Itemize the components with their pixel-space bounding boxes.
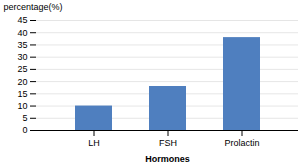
svg-text:5: 5 <box>22 113 27 123</box>
svg-text:30: 30 <box>17 52 27 62</box>
svg-text:10: 10 <box>17 101 27 111</box>
svg-text:Hormones: Hormones <box>145 154 190 164</box>
svg-text:FSH: FSH <box>159 138 177 148</box>
svg-text:20: 20 <box>17 76 27 86</box>
svg-text:40: 40 <box>17 28 27 38</box>
svg-text:35: 35 <box>17 40 27 50</box>
svg-text:25: 25 <box>17 64 27 74</box>
svg-text:0: 0 <box>22 125 27 135</box>
svg-text:percentage(%): percentage(%) <box>4 2 63 12</box>
svg-text:15: 15 <box>17 89 27 99</box>
svg-text:LH: LH <box>88 138 100 148</box>
svg-text:45: 45 <box>17 15 27 25</box>
svg-text:Prolactin: Prolactin <box>224 138 259 148</box>
